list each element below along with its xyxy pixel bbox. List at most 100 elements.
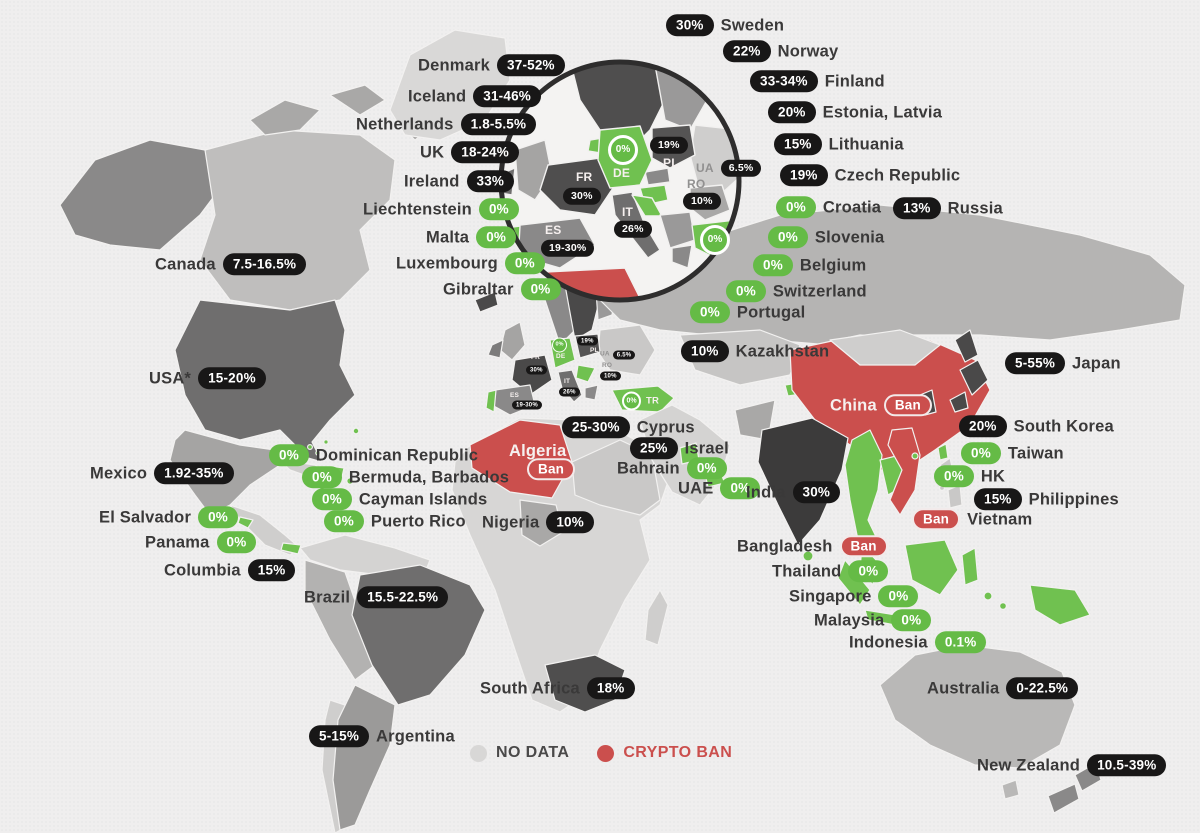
rate-badge: 19%: [650, 136, 688, 154]
map-label-ua: UA 6.5%: [600, 350, 636, 360]
country-shape-iceland-main: [474, 291, 499, 313]
map-label-30-: 30%: [563, 187, 601, 205]
map-label-hk: 0% HK: [934, 465, 1005, 487]
country-name: Puerto Rico: [370, 511, 466, 530]
indonesia-island: [998, 601, 1007, 610]
map-label-kazakhstan: 10% Kazakhstan: [681, 340, 829, 362]
legend: NO DATA CRYPTO BAN: [470, 744, 732, 762]
map-label-algeria: Algeria: [509, 443, 566, 460]
country-name: Panama: [145, 532, 210, 551]
map-label-it: IT: [564, 377, 571, 386]
rate-badge: 33%: [466, 170, 515, 192]
map-label-10-: 10%: [683, 192, 721, 210]
map-label-russia: 13% Russia: [893, 197, 1003, 219]
map-label-estonia-latvia: 20% Estonia, Latvia: [768, 101, 942, 123]
country-name: Malta: [426, 227, 470, 246]
country-name: Singapore: [789, 586, 872, 605]
rate-badge: 0%: [216, 531, 257, 553]
country-name: Columbia: [164, 560, 241, 579]
map-label-vietnam: Ban Vietnam: [912, 508, 1032, 530]
map-label-it: IT: [622, 206, 633, 218]
map-label-26-: 26%: [614, 220, 652, 238]
map-label-australia: Australia 0-22.5%: [927, 677, 1079, 699]
country-name: USA*: [149, 368, 192, 387]
country-name: Norway: [777, 41, 839, 60]
country-name: New Zealand: [977, 755, 1081, 774]
map-label-cyprus: 25-30% Cyprus: [562, 416, 695, 438]
rate-badge: 0%: [608, 135, 638, 165]
country-shape-panama: [280, 542, 302, 555]
rate-badge: 19%: [780, 164, 828, 186]
rate-badge: 18%: [586, 677, 635, 699]
map-label-canada: Canada 7.5-16.5%: [155, 253, 307, 275]
rate-badge: 6.5%: [720, 159, 762, 177]
country-name: UK: [420, 142, 445, 161]
map-label-malaysia: Malaysia 0%: [814, 609, 932, 631]
map-label-ban: Ban: [527, 458, 576, 480]
legend-crypto-ban: CRYPTO BAN: [597, 744, 732, 762]
country-shape-peru: [304, 559, 376, 681]
country-name: Croatia: [822, 197, 882, 216]
rate-badge: 0.1%: [934, 631, 987, 653]
map-label-es: ES: [510, 392, 519, 400]
country-name: Kazakhstan: [735, 341, 830, 360]
rate-badge: 30%: [666, 14, 714, 36]
country-name: Russia: [947, 198, 1003, 217]
map-label-philippines: 15% Philippines: [974, 488, 1119, 510]
map-label-10-: 10%: [600, 371, 621, 381]
map-label-finland: 33-34% Finland: [750, 70, 885, 92]
map-label-pl: PL: [663, 157, 679, 169]
country-name: Cyprus: [636, 417, 695, 436]
map-label-iceland: Iceland 31-46%: [408, 85, 541, 107]
ban-badge: Ban: [839, 535, 888, 557]
country-name: PL: [663, 156, 679, 170]
rate-badge: 20%: [959, 415, 1007, 437]
country-shape-sulawesi: [961, 547, 979, 586]
country-name: Luxembourg: [396, 253, 498, 272]
rate-badge: 20%: [768, 101, 816, 123]
map-label-china: China Ban: [830, 394, 932, 416]
map-label-south-africa: South Africa 18%: [480, 677, 635, 699]
indonesia-island: [983, 591, 993, 601]
map-label-belgium: 0% Belgium: [753, 254, 866, 276]
map-label-panama: Panama 0%: [145, 531, 257, 553]
map-label-el-salvador: El Salvador 0%: [99, 506, 238, 528]
map-label-ua: UA 6.5%: [696, 159, 762, 177]
country-name: South Korea: [1013, 416, 1114, 435]
map-label-singapore: Singapore 0%: [789, 585, 919, 607]
map-label-argentina: 5-15% Argentina: [309, 725, 455, 747]
map-label-taiwan: 0% Taiwan: [961, 442, 1064, 464]
country-name: HK: [980, 466, 1006, 485]
map-label-puerto-rico: 0% Puerto Rico: [324, 510, 466, 532]
map-label-pl: PL: [590, 347, 599, 355]
country-name: India: [746, 482, 786, 501]
country-name: DE: [613, 166, 631, 180]
country-name: DE: [556, 352, 566, 360]
rate-badge: 31-46%: [473, 85, 541, 107]
map-label-fr: FR: [576, 171, 592, 183]
map-label-portugal: 0% Portugal: [690, 301, 805, 323]
rate-badge: 0%: [476, 226, 517, 248]
rate-badge: 15%: [247, 559, 296, 581]
rate-badge: 10%: [600, 371, 621, 381]
no-data-label: NO DATA: [496, 744, 570, 761]
map-label-new-zealand: New Zealand 10.5-39%: [977, 754, 1167, 776]
map-label-nigeria: Nigeria 10%: [482, 511, 594, 533]
rate-badge: 30%: [792, 481, 841, 503]
map-label-sweden: 30% Sweden: [666, 14, 784, 36]
rate-badge: 0-22.5%: [1006, 677, 1079, 699]
map-label-19-: 19%: [650, 136, 688, 154]
country-name: UA: [696, 161, 714, 175]
rate-badge: 0%: [891, 609, 932, 631]
rate-badge: 0%: [552, 337, 567, 353]
map-label-bangladesh: Bangladesh Ban: [737, 535, 888, 557]
rate-badge: 0%: [269, 444, 309, 466]
map-label-brazil: Brazil 15.5-22.5%: [304, 586, 449, 608]
country-name: Malaysia: [814, 610, 885, 629]
map-label-usa-: USA* 15-20%: [149, 367, 266, 389]
crypto-ban-dot-icon: [597, 744, 615, 762]
map-label-croatia: 0% Croatia: [776, 196, 881, 218]
country-name: IT: [564, 377, 571, 385]
rate-badge: 26%: [559, 387, 580, 397]
